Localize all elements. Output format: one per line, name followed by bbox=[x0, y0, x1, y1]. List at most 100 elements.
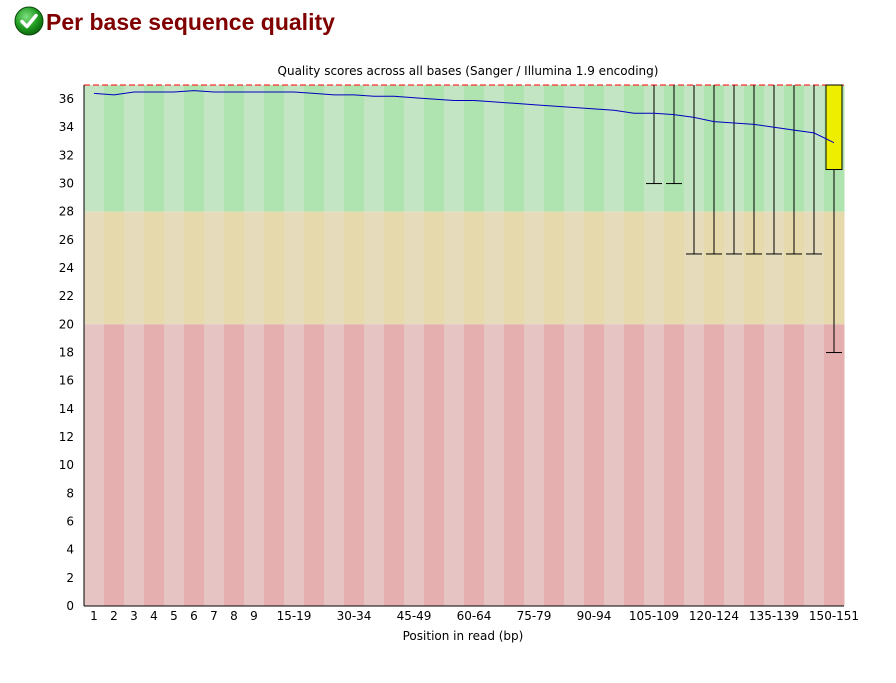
band-good-cell bbox=[244, 85, 265, 212]
band-reasonable-cell bbox=[544, 211, 565, 325]
x-tick-label: 60-64 bbox=[457, 609, 492, 623]
band-poor-cell bbox=[184, 324, 205, 606]
y-tick-label: 36 bbox=[59, 92, 74, 106]
y-tick-label: 16 bbox=[59, 374, 74, 388]
box-120-124 bbox=[706, 85, 722, 255]
x-tick-label: 1 bbox=[90, 609, 98, 623]
x-tick-label: 150-151 bbox=[809, 609, 859, 623]
band-good-cell bbox=[424, 85, 445, 212]
band-good-cell bbox=[104, 85, 125, 212]
box-145-149 bbox=[806, 85, 822, 255]
band-good-cell bbox=[264, 85, 285, 212]
band-reasonable-cell bbox=[324, 211, 345, 325]
band-poor-cell bbox=[84, 324, 105, 606]
x-axis-label: Position in read (bp) bbox=[403, 629, 524, 643]
band-poor-cell bbox=[464, 324, 485, 606]
band-poor-cell bbox=[724, 324, 745, 606]
x-tick-label: 30-34 bbox=[337, 609, 372, 623]
band-poor-cell bbox=[104, 324, 125, 606]
band-poor-cell bbox=[624, 324, 645, 606]
band-poor-cell bbox=[484, 324, 505, 606]
band-reasonable-cell bbox=[244, 211, 265, 325]
band-poor-cell bbox=[344, 324, 365, 606]
band-reasonable-cell bbox=[424, 211, 445, 325]
band-good-cell bbox=[604, 85, 625, 212]
band-good-cell bbox=[464, 85, 485, 212]
x-tick-label: 7 bbox=[210, 609, 218, 623]
band-poor-cell bbox=[424, 324, 445, 606]
band-reasonable-cell bbox=[364, 211, 385, 325]
band-poor-cell bbox=[684, 324, 705, 606]
band-poor-cell bbox=[644, 324, 665, 606]
band-good-cell bbox=[444, 85, 465, 212]
band-good-cell bbox=[484, 85, 505, 212]
band-good-cell bbox=[224, 85, 245, 212]
band-reasonable-cell bbox=[204, 211, 225, 325]
check-circle-icon bbox=[14, 6, 44, 36]
band-reasonable-cell bbox=[804, 211, 825, 325]
y-tick-label: 22 bbox=[59, 289, 74, 303]
y-tick-label: 4 bbox=[66, 543, 74, 557]
band-good-cell bbox=[404, 85, 425, 212]
x-tick-label: 105-109 bbox=[629, 609, 679, 623]
header: Per base sequence quality bbox=[14, 6, 335, 36]
box-140-144 bbox=[786, 85, 802, 255]
x-tick-label: 75-79 bbox=[517, 609, 552, 623]
band-good-cell bbox=[84, 85, 105, 212]
band-good-cell bbox=[584, 85, 605, 212]
band-poor-cell bbox=[544, 324, 565, 606]
band-good-cell bbox=[384, 85, 405, 212]
band-poor-cell bbox=[264, 324, 285, 606]
band-reasonable-cell bbox=[444, 211, 465, 325]
y-tick-label: 26 bbox=[59, 233, 74, 247]
x-tick-label: 4 bbox=[150, 609, 158, 623]
y-tick-label: 6 bbox=[66, 515, 74, 529]
band-reasonable-cell bbox=[384, 211, 405, 325]
band-poor-cell bbox=[804, 324, 825, 606]
box-105-109 bbox=[646, 85, 662, 185]
band-reasonable-cell bbox=[724, 211, 745, 325]
x-tick-labels: 1 2 3 4 5 6 7 8 9 15-19 30-34 45-49 60-64 75-79 90-94 1… bbox=[90, 609, 859, 623]
band-good-cell bbox=[304, 85, 325, 212]
band-poor-cell bbox=[764, 324, 785, 606]
band-reasonable-cell bbox=[564, 211, 585, 325]
x-tick-label: 5 bbox=[170, 609, 178, 623]
band-poor-cell bbox=[704, 324, 725, 606]
band-reasonable-cell bbox=[684, 211, 705, 325]
box-115-119 bbox=[686, 85, 702, 255]
band-good-cell bbox=[164, 85, 185, 212]
band-good-cell bbox=[364, 85, 385, 212]
iqr-box bbox=[825, 84, 843, 170]
band-poor-cell bbox=[744, 324, 765, 606]
y-tick-label: 32 bbox=[59, 148, 74, 162]
band-poor-cell bbox=[144, 324, 165, 606]
band-poor-cell bbox=[444, 324, 465, 606]
band-good-cell bbox=[324, 85, 345, 212]
band-reasonable-cell bbox=[264, 211, 285, 325]
band-reasonable-cell bbox=[664, 211, 685, 325]
x-tick-label: 90-94 bbox=[577, 609, 612, 623]
band-good-cell bbox=[344, 85, 365, 212]
x-tick-label: 8 bbox=[230, 609, 238, 623]
band-reasonable-cell bbox=[344, 211, 365, 325]
band-reasonable-cell bbox=[524, 211, 545, 325]
band-good-cell bbox=[504, 85, 525, 212]
band-reasonable-cell bbox=[284, 211, 305, 325]
band-reasonable-cell bbox=[764, 211, 785, 325]
box-135-139 bbox=[766, 85, 782, 255]
band-poor-cell bbox=[324, 324, 345, 606]
x-tick-label: 45-49 bbox=[397, 609, 432, 623]
page-title: Per base sequence quality bbox=[46, 9, 335, 35]
y-tick-label: 10 bbox=[59, 458, 74, 472]
band-reasonable-cell bbox=[304, 211, 325, 325]
band-reasonable-cell bbox=[484, 211, 505, 325]
y-tick-label: 12 bbox=[59, 430, 74, 444]
band-good-cell bbox=[544, 85, 565, 212]
band-reasonable-cell bbox=[164, 211, 185, 325]
y-tick-label: 14 bbox=[59, 402, 74, 416]
chart-title: Quality scores across all bases (Sanger … bbox=[278, 64, 659, 78]
band-reasonable-cell bbox=[744, 211, 765, 325]
band-reasonable-cell bbox=[624, 211, 645, 325]
